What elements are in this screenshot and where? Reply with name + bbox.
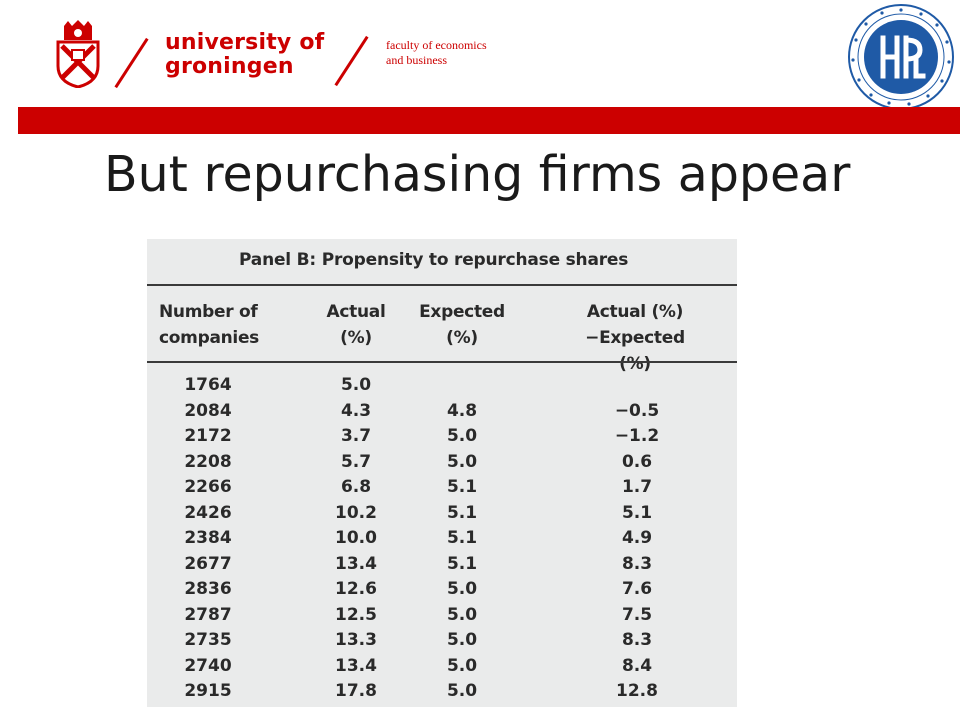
cell-companies: 2787: [184, 604, 232, 625]
faculty-name-line1: faculty of economics: [386, 38, 487, 52]
cell-actual: 10.2: [335, 502, 377, 523]
cell-expected: 5.0: [446, 579, 478, 599]
cell-difference: 12.8: [616, 681, 658, 701]
cell-actual: 3.7: [340, 426, 372, 446]
table-row: 2677 13.4 5.1 8.3: [147, 552, 737, 578]
table-body: 1764 5.0 2084 4.3 4.8 −0.5 2172 3.7 5.0 −1.2 22…: [147, 373, 737, 705]
cell-difference: 4.9: [621, 528, 653, 548]
table-rule: [147, 284, 737, 286]
faculty-name-line2: and business: [386, 53, 447, 67]
university-crest-icon: [56, 20, 100, 88]
column-header-actual: Actual (%): [315, 299, 397, 351]
cell-difference: 5.1: [621, 502, 653, 523]
university-name: university of groningen: [165, 31, 324, 79]
table-row: 2426 10.2 5.1 5.1: [147, 501, 737, 527]
header-band-notch: [0, 107, 18, 134]
cell-companies: 2266: [184, 477, 232, 497]
cell-companies: 1764: [184, 375, 232, 395]
column-header-line: (%): [340, 328, 372, 348]
faculty-name: faculty of economics and business: [386, 38, 487, 68]
cell-difference: 1.7: [621, 477, 653, 497]
cell-actual: 10.0: [335, 528, 377, 548]
cell-difference: 7.5: [621, 604, 653, 625]
cell-expected: 5.0: [446, 426, 478, 446]
cell-companies: 2084: [184, 400, 232, 421]
table-row: 2735 13.3 5.0 8.3: [147, 628, 737, 654]
column-header-line: companies: [159, 328, 259, 348]
table-row: 2384 10.0 5.1 4.9: [147, 526, 737, 552]
column-header-expected: Expected (%): [417, 299, 507, 351]
cell-expected: 5.0: [446, 681, 478, 701]
cell-actual: 4.3: [340, 400, 372, 421]
cell-actual: 12.6: [335, 579, 377, 599]
table-row: 1764 5.0: [147, 373, 737, 399]
table-row: 2266 6.8 5.1 1.7: [147, 475, 737, 501]
cell-actual: 13.3: [335, 630, 377, 650]
column-header-line: Actual (%) −Expected: [585, 302, 685, 348]
cell-expected: 4.8: [446, 400, 478, 421]
cell-difference: 7.6: [621, 579, 653, 599]
cell-companies: 2677: [184, 553, 232, 574]
university-name-line1: university of: [165, 30, 325, 55]
cell-companies: 2740: [184, 655, 232, 676]
cell-actual: 5.7: [340, 451, 372, 472]
column-header-line: Actual: [326, 302, 386, 322]
cell-difference: 8.4: [621, 655, 653, 676]
cell-difference: −1.2: [614, 426, 660, 446]
cell-expected: 5.0: [446, 630, 478, 650]
cell-companies: 2426: [184, 502, 232, 523]
cell-expected: 5.0: [446, 655, 478, 676]
column-header-line: (%): [619, 354, 651, 374]
cell-expected: 5.1: [446, 502, 478, 523]
table-row: 2208 5.7 5.0 0.6: [147, 450, 737, 476]
column-header-line: Number of: [159, 302, 258, 322]
cell-actual: 6.8: [340, 477, 372, 497]
slide-title: But repurchasing firms appear: [104, 146, 851, 203]
cell-actual: 5.0: [340, 375, 372, 395]
repurchase-table: Panel B: Propensity to repurchase shares…: [147, 239, 737, 707]
cell-companies: 2915: [184, 681, 232, 701]
cell-expected: 5.1: [446, 528, 478, 548]
cell-actual: 13.4: [335, 655, 377, 676]
university-name-line2: groningen: [165, 54, 294, 79]
table-row: 2836 12.6 5.0 7.6: [147, 577, 737, 603]
column-header-line: Expected: [419, 302, 505, 322]
panel-title: Panel B: Propensity to repurchase shares: [239, 250, 629, 270]
cell-difference: 0.6: [621, 451, 653, 472]
column-header-line: (%): [446, 328, 478, 348]
table-row: 2172 3.7 5.0 −1.2: [147, 424, 737, 450]
table-row: 2787 12.5 5.0 7.5: [147, 603, 737, 629]
cell-companies: 2208: [184, 451, 232, 472]
cell-companies: 2735: [184, 630, 232, 650]
cell-difference: 8.3: [621, 630, 653, 650]
header-band: [0, 107, 960, 134]
cell-expected: 5.0: [446, 604, 478, 625]
cell-expected: 5.1: [446, 553, 478, 574]
divider-slash: [114, 37, 149, 89]
cell-actual: 17.8: [335, 681, 377, 701]
table-row: 2740 13.4 5.0 8.4: [147, 654, 737, 680]
cell-actual: 13.4: [335, 553, 377, 574]
divider-slash: [334, 35, 369, 87]
table-rule: [147, 361, 737, 363]
cell-difference: −0.5: [614, 400, 660, 421]
cell-actual: 12.5: [335, 604, 377, 625]
cell-expected: 5.1: [446, 477, 478, 497]
cell-expected: 5.0: [446, 451, 478, 472]
column-header-companies: Number of companies: [159, 299, 259, 351]
table-row: 2084 4.3 4.8 −0.5: [147, 399, 737, 425]
hse-seal-icon: [848, 4, 954, 110]
cell-companies: 2384: [184, 528, 232, 548]
table-row: 2915 17.8 5.0 12.8: [147, 679, 737, 705]
cell-companies: 2836: [184, 579, 232, 599]
cell-companies: 2172: [184, 426, 232, 446]
column-header-difference: Actual (%) −Expected (%): [535, 299, 735, 377]
cell-difference: 8.3: [621, 553, 653, 574]
